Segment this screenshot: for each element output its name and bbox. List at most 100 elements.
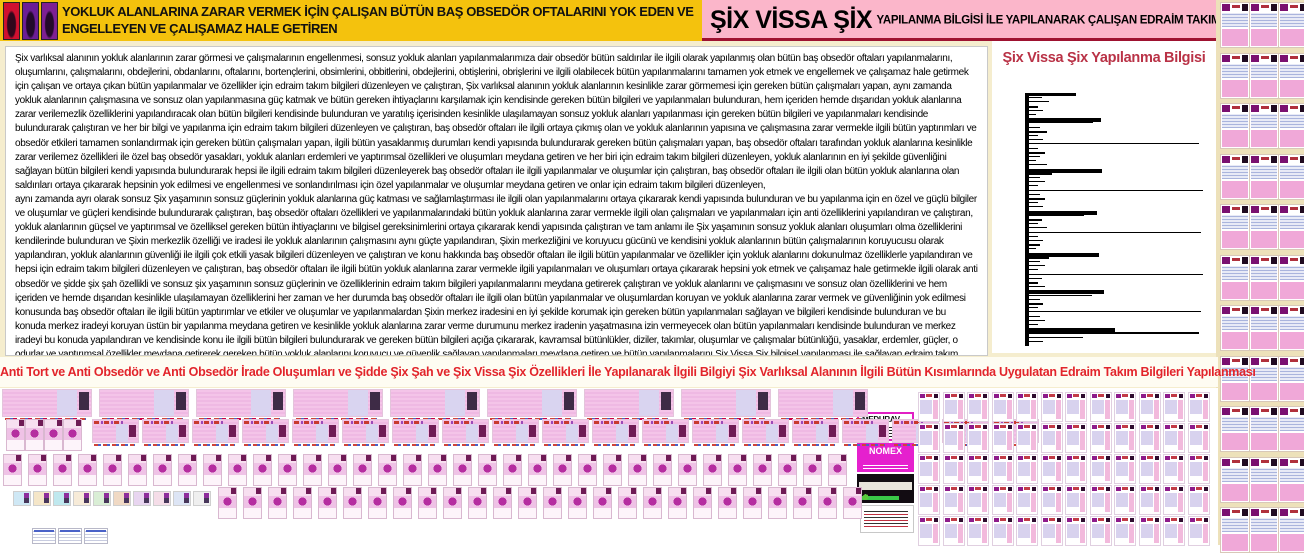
tiny-icon-thumbnail[interactable] bbox=[173, 491, 191, 506]
edge-card-thumbnail[interactable] bbox=[1220, 2, 1250, 48]
thumbnail-card-portrait[interactable] bbox=[468, 487, 487, 519]
edge-card-thumbnail[interactable] bbox=[1220, 355, 1250, 402]
form-card-thumbnail[interactable] bbox=[991, 423, 1014, 453]
thumbnail-card-portrait[interactable] bbox=[753, 454, 772, 486]
thumbnail-card-portrait[interactable] bbox=[318, 487, 337, 519]
thumbnail-card-landscape[interactable] bbox=[778, 389, 868, 420]
form-card-thumbnail[interactable] bbox=[918, 392, 940, 422]
form-card-thumbnail[interactable] bbox=[1138, 423, 1161, 453]
thumbnail-card-portrait[interactable] bbox=[418, 487, 437, 519]
tiny-icon-thumbnail[interactable] bbox=[133, 491, 151, 506]
thumbnail-card-portrait[interactable] bbox=[103, 454, 122, 486]
form-card-thumbnail[interactable] bbox=[1040, 392, 1063, 422]
thumbnail-card-portrait[interactable] bbox=[568, 487, 587, 519]
form-card-thumbnail[interactable] bbox=[1040, 516, 1063, 546]
form-card-thumbnail[interactable] bbox=[1016, 392, 1038, 422]
thumbnail-card-portrait[interactable] bbox=[453, 454, 472, 486]
form-card-thumbnail[interactable] bbox=[991, 454, 1014, 484]
edge-card-thumbnail[interactable] bbox=[1278, 254, 1304, 301]
form-card-thumbnail[interactable] bbox=[942, 423, 965, 453]
form-card-thumbnail[interactable] bbox=[942, 516, 965, 546]
thumbnail-card-landscape-small[interactable] bbox=[392, 419, 439, 446]
header-thumbnail-image[interactable] bbox=[41, 2, 58, 40]
thumbnail-card-landscape-small[interactable] bbox=[742, 419, 789, 446]
edge-card-thumbnail[interactable] bbox=[1249, 305, 1279, 351]
thumbnail-card-portrait[interactable] bbox=[653, 454, 672, 486]
form-card-thumbnail[interactable] bbox=[1016, 423, 1038, 453]
form-card-thumbnail[interactable] bbox=[918, 485, 940, 515]
thumbnail-card-portrait[interactable] bbox=[843, 487, 862, 519]
form-card-thumbnail[interactable] bbox=[1187, 392, 1210, 422]
form-card-thumbnail[interactable] bbox=[918, 454, 940, 484]
thumbnail-card-portrait[interactable] bbox=[668, 487, 687, 519]
form-card-thumbnail[interactable] bbox=[1089, 485, 1112, 515]
form-card-thumbnail[interactable] bbox=[967, 423, 989, 453]
edge-card-thumbnail[interactable] bbox=[1249, 507, 1279, 553]
tiny-icon-thumbnail[interactable] bbox=[153, 491, 171, 506]
thumbnail-card-landscape-small[interactable] bbox=[492, 419, 539, 446]
thumbnail-card-portrait[interactable] bbox=[578, 454, 597, 486]
edge-card-thumbnail[interactable] bbox=[1278, 153, 1304, 200]
edge-card-thumbnail[interactable] bbox=[1220, 456, 1250, 503]
thumbnail-card-portrait[interactable] bbox=[503, 454, 522, 486]
thumbnail-card-portrait[interactable] bbox=[603, 454, 622, 486]
form-card-thumbnail[interactable] bbox=[1089, 516, 1112, 546]
thumbnail-card-portrait-mini[interactable] bbox=[6, 419, 25, 451]
edge-card-thumbnail[interactable] bbox=[1278, 355, 1304, 402]
form-card-thumbnail[interactable] bbox=[1065, 423, 1087, 453]
thumbnail-card-portrait[interactable] bbox=[478, 454, 497, 486]
form-card-thumbnail[interactable] bbox=[967, 454, 989, 484]
thumbnail-card-landscape[interactable] bbox=[2, 389, 92, 420]
thumbnail-card-portrait-mini[interactable] bbox=[63, 419, 82, 451]
thumbnail-card-landscape[interactable] bbox=[293, 389, 383, 420]
thumbnail-card-portrait[interactable] bbox=[293, 487, 312, 519]
thumbnail-card-landscape[interactable] bbox=[196, 389, 286, 420]
form-card-thumbnail[interactable] bbox=[1187, 516, 1210, 546]
thumbnail-card-portrait[interactable] bbox=[618, 487, 637, 519]
form-card-thumbnail[interactable] bbox=[1114, 454, 1136, 484]
tiny-icon-thumbnail[interactable] bbox=[53, 491, 71, 506]
nomex-card-thumbnail[interactable]: NOMEX bbox=[857, 443, 914, 472]
thumbnail-card-portrait[interactable] bbox=[218, 487, 237, 519]
thumbnail-card-portrait[interactable] bbox=[128, 454, 147, 486]
thumbnail-card-landscape-small[interactable] bbox=[342, 419, 389, 446]
thumbnail-card-landscape-small[interactable] bbox=[592, 419, 639, 446]
edge-card-thumbnail[interactable] bbox=[1249, 204, 1279, 250]
small-white-card-thumbnail[interactable] bbox=[860, 505, 914, 533]
tiny-icon-thumbnail[interactable] bbox=[73, 491, 91, 506]
edge-card-thumbnail[interactable] bbox=[1278, 103, 1304, 149]
form-card-thumbnail[interactable] bbox=[1040, 454, 1063, 484]
form-card-thumbnail[interactable] bbox=[1065, 516, 1087, 546]
edge-card-thumbnail[interactable] bbox=[1278, 52, 1304, 99]
edge-card-thumbnail[interactable] bbox=[1278, 204, 1304, 250]
thumbnail-card-portrait[interactable] bbox=[728, 454, 747, 486]
edge-card-thumbnail[interactable] bbox=[1220, 507, 1250, 553]
thumbnail-card-portrait[interactable] bbox=[778, 454, 797, 486]
thumbnail-card-portrait[interactable] bbox=[178, 454, 197, 486]
thumbnail-card-landscape-small[interactable] bbox=[842, 419, 889, 446]
thumbnail-card-portrait[interactable] bbox=[368, 487, 387, 519]
thumbnail-card-portrait-mini[interactable] bbox=[25, 419, 44, 451]
edge-card-thumbnail[interactable] bbox=[1278, 507, 1304, 553]
thumbnail-card-portrait[interactable] bbox=[78, 454, 97, 486]
tiny-icon-thumbnail[interactable] bbox=[93, 491, 111, 506]
form-card-thumbnail[interactable] bbox=[1163, 516, 1185, 546]
form-card-thumbnail[interactable] bbox=[942, 485, 965, 515]
form-card-thumbnail[interactable] bbox=[991, 516, 1014, 546]
form-card-thumbnail[interactable] bbox=[1114, 516, 1136, 546]
edge-card-thumbnail[interactable] bbox=[1220, 103, 1250, 149]
form-card-thumbnail[interactable] bbox=[1065, 485, 1087, 515]
thumbnail-card-portrait[interactable] bbox=[693, 487, 712, 519]
thumbnail-card-portrait[interactable] bbox=[243, 487, 262, 519]
form-card-thumbnail[interactable] bbox=[1016, 516, 1038, 546]
form-card-thumbnail[interactable] bbox=[1163, 423, 1185, 453]
thumbnail-card-portrait[interactable] bbox=[718, 487, 737, 519]
form-card-thumbnail[interactable] bbox=[1114, 485, 1136, 515]
thumbnail-card-landscape-small[interactable] bbox=[692, 419, 739, 446]
edge-card-thumbnail[interactable] bbox=[1249, 153, 1279, 200]
form-card-thumbnail[interactable] bbox=[1089, 423, 1112, 453]
thumbnail-card-portrait[interactable] bbox=[153, 454, 172, 486]
tiny-icon-thumbnail[interactable] bbox=[113, 491, 131, 506]
thumbnail-card-portrait[interactable] bbox=[278, 454, 297, 486]
thumbnail-card-portrait[interactable] bbox=[528, 454, 547, 486]
